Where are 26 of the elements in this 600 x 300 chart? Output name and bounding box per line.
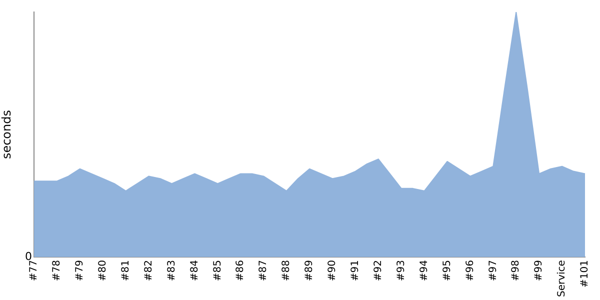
x-tick-label: #84 [189,260,200,282]
x-tick-label: #90 [327,260,338,282]
x-tick-label: #91 [350,260,362,282]
x-tick-label: #92 [372,260,384,282]
x-tick-label: #97 [488,260,499,282]
x-tick-label: #88 [281,260,292,282]
x-tick-label: #83 [166,260,178,282]
x-tick-label: #79 [74,260,86,282]
x-tick-label: #101 [580,260,591,288]
x-tick-label: #87 [258,260,270,282]
x-tick-label: #94 [418,260,430,282]
x-tick-label: #93 [396,260,407,282]
x-tick-label: #81 [120,260,132,282]
x-tick-label: #77 [28,260,40,282]
x-tick-label: #95 [442,260,453,282]
x-tick-label: #82 [143,260,154,282]
x-tick-label: #86 [235,260,246,282]
x-tick-label: #80 [97,260,108,282]
x-tick-label: #78 [52,260,63,282]
x-tick-label: #85 [212,260,224,282]
x-tick-label: #98 [510,260,522,282]
x-tick-label: #99 [534,260,545,282]
x-tick-label: Service [556,260,568,298]
x-tick-label: #96 [464,260,476,282]
x-tick-label: #89 [304,260,316,282]
y-axis-title: seconds [0,110,14,160]
